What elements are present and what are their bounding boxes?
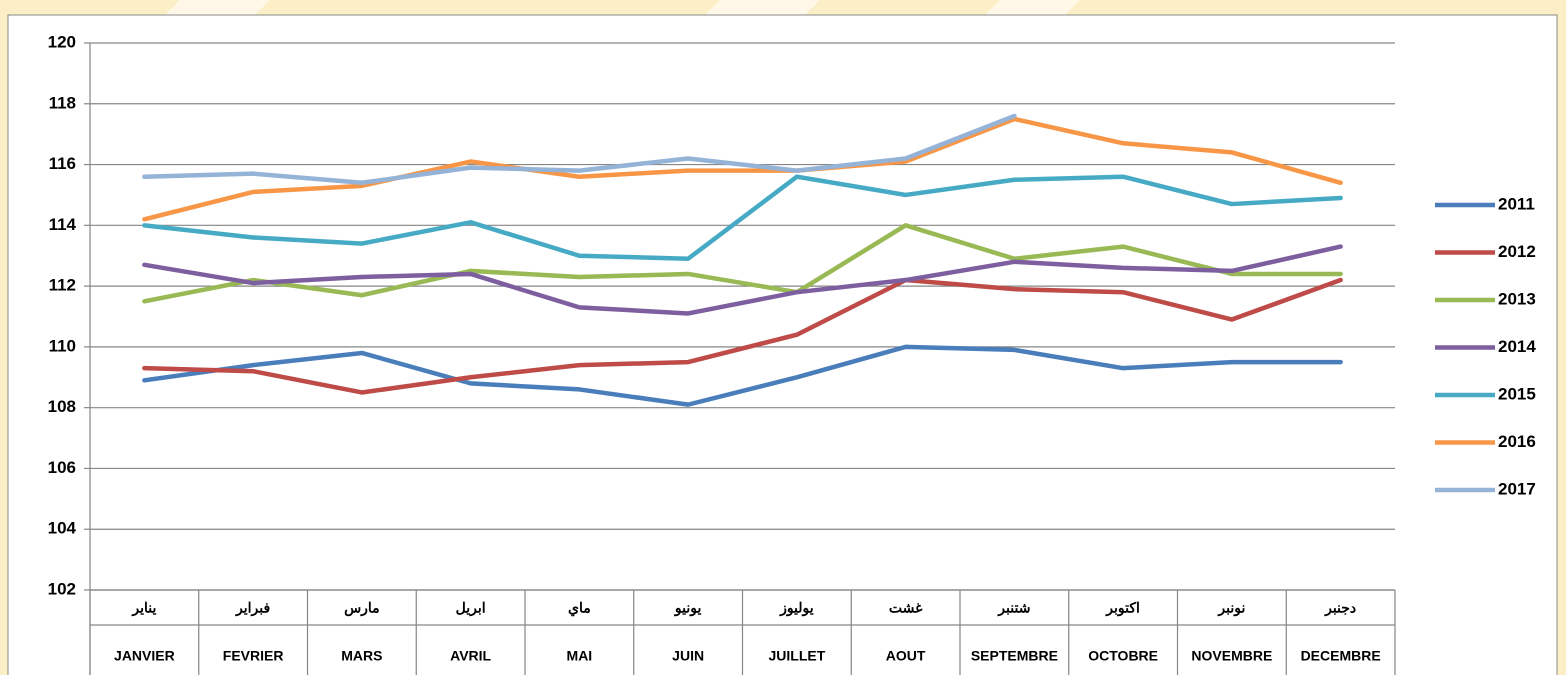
series-line <box>142 174 1343 262</box>
legend-label: 2013 <box>1498 289 1536 308</box>
x-tick-label: AVRIL <box>450 648 491 664</box>
x-tick-label-arabic: غشت <box>889 600 923 616</box>
y-tick-label: 118 <box>49 93 76 112</box>
series-line <box>142 116 1343 222</box>
legend-label: 2014 <box>1498 337 1536 356</box>
y-tick-label: 104 <box>48 519 77 538</box>
x-tick-label-arabic: دجنبر <box>1324 600 1356 617</box>
chart-area <box>7 14 1558 675</box>
x-tick-label: DECEMBRE <box>1301 648 1381 664</box>
x-tick-label-arabic: مارس <box>344 600 380 617</box>
x-tick-label-arabic: ابريل <box>456 600 486 617</box>
y-tick-label: 114 <box>49 215 77 234</box>
legend-label: 2011 <box>1498 194 1535 213</box>
y-tick-label: 120 <box>48 32 76 51</box>
x-tick-label: SEPTEMBRE <box>971 648 1058 664</box>
y-tick-label: 102 <box>48 579 76 598</box>
series-line <box>142 344 1343 407</box>
y-tick-label: 110 <box>49 336 76 355</box>
x-tick-label-arabic: ماي <box>568 600 591 617</box>
x-tick-label-arabic: اكتوبر <box>1105 600 1140 617</box>
x-tick-label: NOVEMBRE <box>1191 648 1272 664</box>
x-tick-label: MAI <box>567 648 593 664</box>
x-tick-label-arabic: شتنبر <box>997 600 1030 617</box>
y-tick-label: 106 <box>48 458 76 477</box>
legend-label: 2015 <box>1498 384 1536 403</box>
x-tick-label: OCTOBRE <box>1088 648 1158 664</box>
series-line <box>142 277 1343 395</box>
x-tick-label-arabic: يوليوز <box>779 600 814 617</box>
legend-label: 2012 <box>1498 242 1536 261</box>
x-tick-label: MARS <box>341 648 382 664</box>
x-tick-label: JUILLET <box>768 648 825 664</box>
y-tick-label: 108 <box>48 397 76 416</box>
x-tick-label-arabic: يناير <box>131 600 156 617</box>
series-line <box>142 113 1017 186</box>
series-line <box>142 223 1343 304</box>
x-tick-label: FEVRIER <box>223 648 284 664</box>
x-tick-label: JANVIER <box>114 648 175 664</box>
x-tick-label-arabic: نونبر <box>1217 600 1245 617</box>
x-tick-label-arabic: فبراير <box>235 600 270 617</box>
legend-label: 2016 <box>1498 432 1536 451</box>
legend-label: 2017 <box>1498 479 1536 498</box>
y-tick-label: 116 <box>49 154 76 173</box>
series-line <box>142 244 1343 316</box>
x-tick-label: AOUT <box>886 648 926 664</box>
y-tick-label: 112 <box>49 276 76 295</box>
x-tick-label-arabic: يونيو <box>674 600 702 617</box>
x-tick-label: JUIN <box>672 648 704 664</box>
